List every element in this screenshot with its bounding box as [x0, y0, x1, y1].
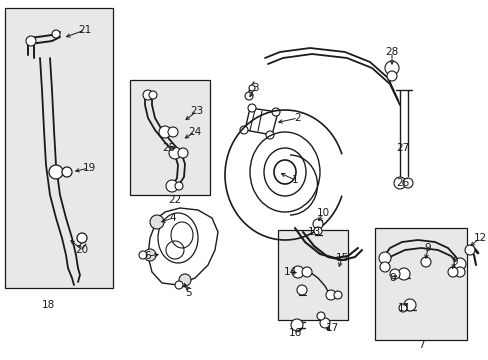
Circle shape [142, 90, 153, 100]
Circle shape [296, 285, 306, 295]
Circle shape [389, 269, 399, 279]
Circle shape [386, 71, 396, 81]
Text: 16: 16 [288, 328, 301, 338]
Circle shape [290, 319, 303, 331]
Bar [130, 80, 209, 195]
Circle shape [265, 131, 273, 139]
Bar [374, 228, 466, 340]
Text: 4: 4 [169, 213, 176, 223]
Circle shape [398, 304, 406, 312]
Text: 19: 19 [82, 163, 96, 173]
Bar [5, 8, 113, 288]
Text: 21: 21 [78, 25, 91, 35]
Circle shape [453, 258, 465, 270]
Circle shape [271, 108, 280, 116]
Text: 23: 23 [190, 106, 203, 116]
Circle shape [139, 251, 147, 259]
Text: 17: 17 [325, 323, 338, 333]
Text: 15: 15 [335, 253, 348, 263]
Circle shape [240, 126, 247, 134]
Circle shape [464, 245, 474, 255]
Circle shape [379, 262, 389, 272]
Bar [278, 230, 347, 320]
Circle shape [393, 177, 405, 189]
Circle shape [319, 318, 329, 328]
Circle shape [165, 180, 178, 192]
Circle shape [454, 267, 464, 277]
Text: 28: 28 [385, 47, 398, 57]
Circle shape [175, 182, 183, 190]
Circle shape [402, 178, 412, 188]
Text: 1: 1 [291, 175, 298, 185]
Circle shape [316, 312, 325, 320]
Circle shape [178, 148, 187, 158]
Circle shape [248, 85, 254, 91]
Text: 9: 9 [451, 257, 457, 267]
Text: 5: 5 [184, 288, 191, 298]
Text: 22: 22 [168, 195, 181, 205]
Circle shape [149, 91, 157, 99]
Circle shape [179, 274, 191, 286]
Text: 6: 6 [144, 251, 151, 261]
Text: 10: 10 [316, 208, 329, 218]
Circle shape [384, 61, 398, 75]
Circle shape [169, 147, 181, 159]
Text: 3: 3 [251, 83, 258, 93]
Circle shape [77, 233, 87, 243]
Circle shape [447, 267, 457, 277]
Circle shape [420, 257, 430, 267]
Text: 8: 8 [389, 273, 395, 283]
Circle shape [175, 281, 183, 289]
Circle shape [168, 127, 178, 137]
Text: 25: 25 [162, 143, 175, 153]
Text: 11: 11 [397, 303, 410, 313]
Circle shape [325, 290, 335, 300]
Text: 14: 14 [283, 267, 296, 277]
Circle shape [403, 299, 415, 311]
Circle shape [52, 30, 60, 38]
Text: 7: 7 [417, 340, 424, 350]
Circle shape [49, 165, 63, 179]
Circle shape [247, 104, 256, 112]
Text: 26: 26 [396, 178, 409, 188]
Circle shape [244, 92, 252, 100]
Circle shape [397, 268, 409, 280]
Circle shape [333, 291, 341, 299]
Circle shape [378, 252, 390, 264]
Circle shape [143, 249, 156, 261]
Text: 13: 13 [307, 227, 320, 237]
Text: 12: 12 [472, 233, 486, 243]
Text: 20: 20 [75, 245, 88, 255]
Circle shape [159, 126, 171, 138]
Circle shape [291, 266, 304, 278]
Circle shape [26, 36, 36, 46]
Circle shape [313, 227, 321, 235]
Circle shape [62, 167, 72, 177]
Circle shape [302, 267, 311, 277]
Text: 27: 27 [396, 143, 409, 153]
Text: 2: 2 [294, 113, 301, 123]
Circle shape [312, 219, 323, 229]
Circle shape [150, 215, 163, 229]
Text: 24: 24 [188, 127, 201, 137]
Text: 18: 18 [41, 300, 55, 310]
Text: 9: 9 [424, 243, 430, 253]
